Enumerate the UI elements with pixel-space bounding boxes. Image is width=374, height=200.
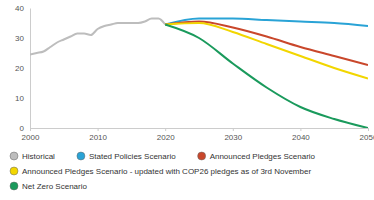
legend-item: Historical xyxy=(10,152,55,161)
tick: 10 xyxy=(15,94,30,103)
axis-line xyxy=(30,9,31,129)
legend-label: Announced Pledges Scenario - updated wit… xyxy=(22,167,311,176)
tick-label: 30 xyxy=(15,34,24,43)
legend-marker xyxy=(10,167,18,175)
tick: 2040 xyxy=(292,128,310,142)
legend-item: Announced Pledges Scenario xyxy=(198,152,316,161)
series-line xyxy=(30,19,165,55)
tick: 20 xyxy=(15,64,30,73)
tick-mark xyxy=(98,128,99,131)
tick-label: 40 xyxy=(15,4,24,13)
legend-label: Historical xyxy=(22,152,55,161)
tick-label: 0 xyxy=(20,124,25,133)
legend-marker xyxy=(10,152,18,160)
series-line xyxy=(165,23,368,79)
legend-marker xyxy=(10,182,18,190)
axis-line xyxy=(31,129,369,132)
legend-item: Stated Policies Scenario xyxy=(77,152,176,161)
tick-label: 10 xyxy=(15,94,24,103)
tick: 40 xyxy=(15,4,30,13)
series-line xyxy=(165,25,368,129)
tick-label: 2000 xyxy=(22,133,40,142)
tick-label: 2020 xyxy=(157,133,175,142)
tick: 0 xyxy=(20,124,30,133)
x-axis: 2000 2010 2020 2030 2040 2050 xyxy=(22,128,374,142)
tick: 2010 xyxy=(89,128,107,142)
tick: 2030 xyxy=(224,128,242,142)
legend-label: Stated Policies Scenario xyxy=(89,152,176,161)
legend-label: Announced Pledges Scenario xyxy=(210,152,316,161)
tick-mark xyxy=(233,128,234,131)
tick-mark xyxy=(368,128,369,131)
tick-label: 20 xyxy=(15,64,24,73)
legend-marker xyxy=(198,152,206,160)
plot-area: 200020102020203020402050010203040 xyxy=(15,4,374,142)
tick: 2000 xyxy=(22,128,40,142)
y-axis: 0 10 20 30 40 xyxy=(15,4,30,133)
tick-label: 2030 xyxy=(224,133,242,142)
legend-item: Announced Pledges Scenario - updated wit… xyxy=(10,167,311,176)
tick: 2020 xyxy=(157,128,175,142)
legend-item: Net Zero Scenario xyxy=(10,182,87,191)
legend: Historical Stated Policies Scenario Announ… xyxy=(10,152,316,191)
series-group xyxy=(30,19,368,129)
legend-label: Net Zero Scenario xyxy=(22,182,87,191)
tick: 30 xyxy=(15,34,30,43)
chart: 200020102020203020402050010203040Histori… xyxy=(0,0,374,200)
legend-marker xyxy=(77,152,85,160)
tick-mark xyxy=(300,128,301,131)
tick-label: 2040 xyxy=(292,133,310,142)
tick-label: 2050 xyxy=(360,133,374,142)
tick: 2050 xyxy=(360,128,374,142)
tick-label: 2010 xyxy=(89,133,107,142)
tick-mark xyxy=(165,128,166,131)
